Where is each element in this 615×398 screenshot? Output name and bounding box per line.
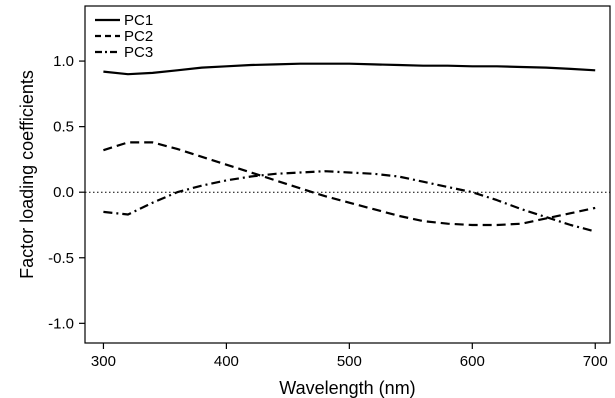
y-tick-label: -1.0 <box>48 315 74 332</box>
y-axis-ticks: -1.0 -0.5 0.0 0.5 1.0 <box>48 53 85 332</box>
series-layer <box>103 62 596 233</box>
series-line-pc1 <box>103 62 596 76</box>
plot-area <box>84 5 611 344</box>
x-axis-ticks: 300 400 500 600 700 <box>91 343 608 370</box>
x-tick-label: 500 <box>337 353 362 370</box>
y-tick-label: -0.5 <box>48 250 74 267</box>
legend-label-pc2: PC2 <box>124 28 153 45</box>
series-line-pc3 <box>103 170 596 233</box>
x-tick-label: 600 <box>460 353 485 370</box>
x-axis-title: Wavelength (nm) <box>279 378 415 398</box>
y-tick-label: 1.0 <box>53 53 74 70</box>
plot-frame <box>84 5 611 344</box>
y-tick-label: 0.0 <box>53 184 74 201</box>
y-axis-title: Factor loading coefficients <box>17 70 37 279</box>
x-tick-label: 300 <box>91 353 116 370</box>
x-tick-label: 700 <box>583 353 608 370</box>
y-tick-label: 0.5 <box>53 119 74 136</box>
x-tick-label: 400 <box>214 353 239 370</box>
legend-label-pc1: PC1 <box>124 12 153 29</box>
series-line-pc2 <box>103 141 596 227</box>
legend-label-pc3: PC3 <box>124 44 153 61</box>
